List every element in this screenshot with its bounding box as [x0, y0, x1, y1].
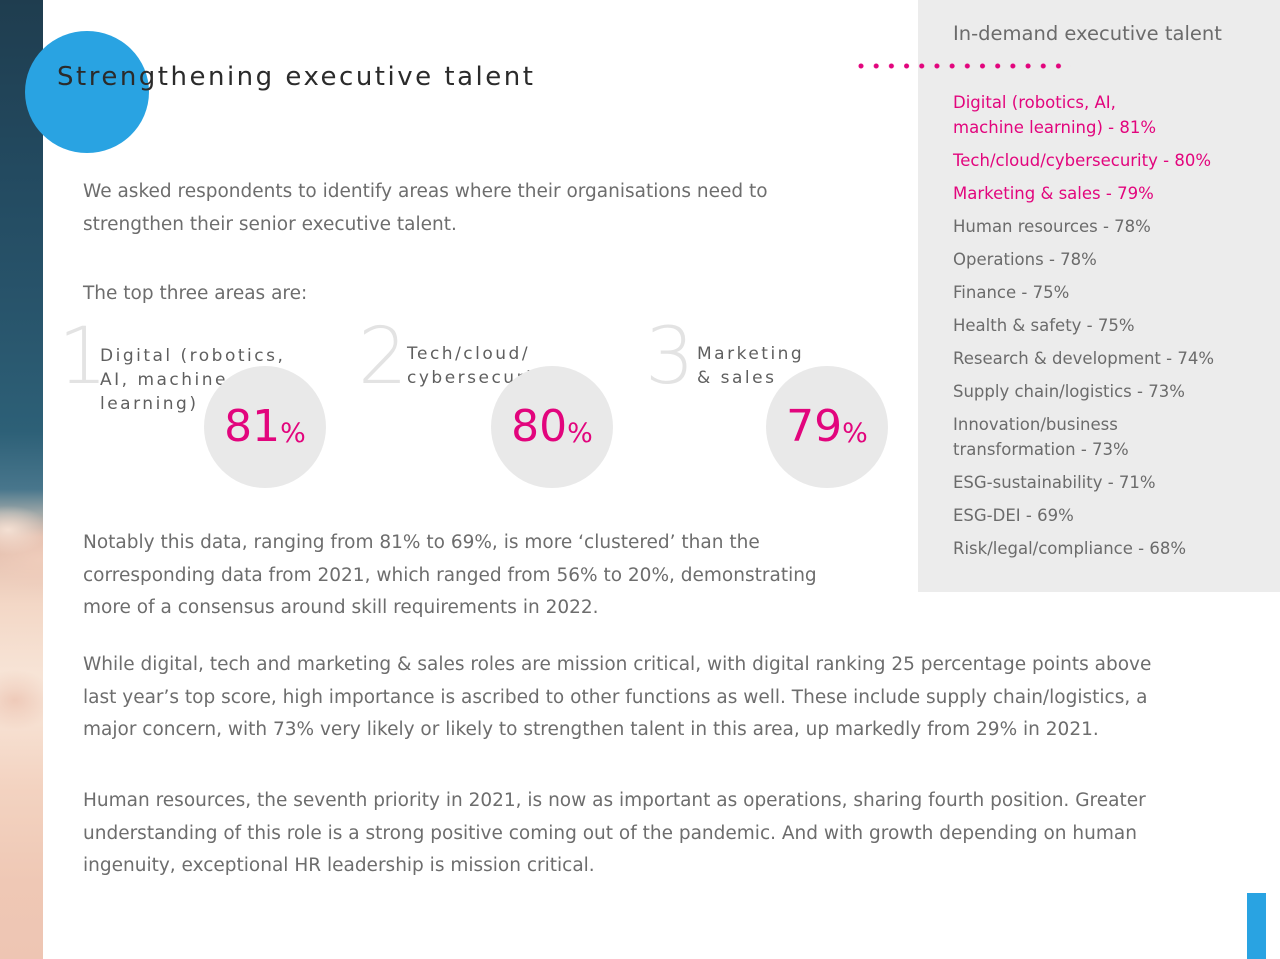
page-title: Strengthening executive talent — [57, 62, 536, 92]
sidebar-item-research-development: Research & development - 74% — [953, 349, 1215, 368]
sidebar-item-esg-dei: ESG-DEI - 69% — [953, 506, 1074, 525]
in-demand-talent-sidebar: In-demand executive talent Digital (robo… — [918, 0, 1280, 592]
blue-corner-accent-bar — [1247, 893, 1266, 959]
pink-dotted-divider — [858, 63, 1071, 69]
percent-sign-digital: % — [280, 417, 306, 449]
sidebar-item-list: Digital (robotics, AI, machine learning)… — [953, 90, 1268, 569]
paragraph-while-digital: While digital, tech and marketing & sale… — [83, 654, 1152, 740]
rank-number-2: 2 — [358, 312, 408, 402]
rank-number-1: 1 — [58, 312, 108, 402]
sidebar-item-risk-legal: Risk/legal/compliance - 68% — [953, 539, 1187, 558]
sidebar-title: In-demand executive talent — [953, 22, 1222, 45]
sky-clouds-photo-strip — [0, 0, 43, 959]
area-label-marketing: Marketing & sales — [697, 344, 805, 388]
sidebar-item-esg-sustainability: ESG-sustainability - 71% — [953, 473, 1156, 492]
paragraph-notably: Notably this data, ranging from 81% to 6… — [83, 532, 817, 618]
sidebar-item-innovation: Innovation/business transformation - 73% — [953, 415, 1129, 459]
percent-sign-tech: % — [567, 417, 593, 449]
sidebar-item-operations: Operations - 78% — [953, 250, 1097, 269]
percent-value-tech: 80 — [511, 401, 568, 452]
sidebar-item-human-resources: Human resources - 78% — [953, 217, 1151, 236]
percent-circle-marketing: 79 % — [766, 366, 888, 488]
sidebar-item-digital: Digital (robotics, AI, machine learning)… — [953, 93, 1157, 137]
percent-value-digital: 81 — [224, 401, 281, 452]
sidebar-item-marketing: Marketing & sales - 79% — [953, 184, 1154, 203]
percent-value-marketing: 79 — [786, 401, 843, 452]
intro-text: We asked respondents to identify areas w… — [83, 181, 768, 235]
sidebar-item-finance: Finance - 75% — [953, 283, 1070, 302]
sidebar-item-supply-chain: Supply chain/logistics - 73% — [953, 382, 1185, 401]
blue-accent-circle — [25, 31, 149, 153]
rank-number-3: 3 — [645, 312, 695, 402]
top-three-label: The top three areas are: — [83, 283, 308, 304]
percent-circle-digital: 81 % — [204, 366, 326, 488]
percent-sign-marketing: % — [842, 417, 868, 449]
area-label-digital: Digital (robotics, AI, machine learning) — [100, 346, 286, 414]
paragraph-human-resources: Human resources, the seventh priority in… — [83, 790, 1146, 876]
sidebar-item-tech: Tech/cloud/cybersecurity - 80% — [953, 151, 1211, 170]
sidebar-item-health-safety: Health & safety - 75% — [953, 316, 1135, 335]
percent-circle-tech: 80 % — [491, 366, 613, 488]
